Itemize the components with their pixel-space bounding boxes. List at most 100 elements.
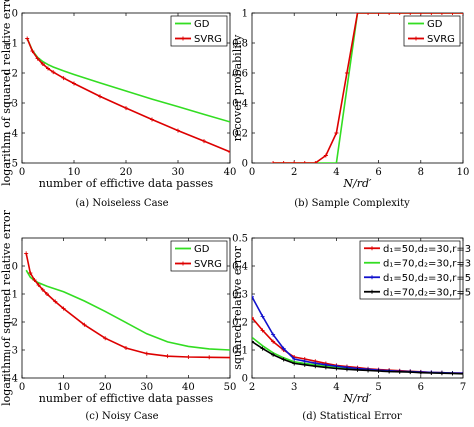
- series-point-1: [61, 306, 66, 311]
- series-point-1: [32, 278, 37, 282]
- y-tick-label: −5: [3, 159, 18, 170]
- x-tick-label: 7: [460, 382, 466, 393]
- series-point-3: [450, 371, 455, 376]
- x-tick-label: 20: [120, 167, 133, 178]
- legend-label-1: SVRG: [194, 34, 222, 45]
- series-point-1: [186, 355, 191, 359]
- caption-c: (c) Noisy Case: [85, 411, 159, 422]
- series-point-3: [334, 366, 339, 371]
- series-point-1: [28, 271, 33, 275]
- legend: GD SVRG: [403, 15, 461, 47]
- series-point-1: [40, 287, 45, 292]
- legend-label-0: GD: [427, 19, 443, 30]
- x-tick-label: 5: [375, 382, 381, 393]
- chart-panel-2: 0 10 20 30 40 50 0 −1 −2 −3 −4 number of effictive …: [0, 209, 236, 405]
- series-point-3: [313, 364, 318, 369]
- y-tick-label: 0.8: [232, 39, 248, 50]
- x-tick-label: 10: [57, 382, 70, 393]
- plot-frame: [21, 237, 231, 379]
- series-point-1: [36, 283, 41, 288]
- series-point-1: [30, 49, 35, 54]
- series-point-1: [46, 66, 50, 71]
- series-point-3: [252, 339, 254, 344]
- series-point-1: [397, 13, 402, 15]
- x-tick-label: 10: [68, 167, 81, 178]
- legend-label-3: d₁=70,d₂=30,r=5: [383, 287, 471, 298]
- legend-box: [170, 15, 228, 47]
- series-point-1: [408, 13, 413, 15]
- x-axis-label: number of effictive data passes: [39, 392, 214, 405]
- series-line-0: [25, 269, 230, 351]
- series-point-1: [461, 13, 463, 15]
- legend-label-1: SVRG: [194, 259, 222, 270]
- y-tick-label: −2: [3, 318, 18, 329]
- series-point-1: [418, 13, 423, 15]
- series-point-2: [252, 294, 254, 299]
- series-point-3: [302, 362, 307, 367]
- series-point-3: [387, 369, 392, 374]
- series-point-3: [260, 346, 265, 351]
- legend: d₁=50,d₂=30,r=3 d₁=70,d₂=30,r=3 d₁=50,d₂=3…: [359, 240, 471, 300]
- series-point-3: [439, 371, 444, 376]
- y-tick-label: 0.2: [232, 129, 248, 140]
- series-point-3: [323, 365, 328, 370]
- series-point-1: [40, 62, 45, 66]
- series-point-3: [344, 367, 349, 372]
- legend: GD SVRG: [170, 240, 228, 272]
- y-tick-label: −4: [3, 374, 18, 385]
- x-tick-label: 3: [291, 382, 297, 393]
- plot-frame: [251, 237, 464, 379]
- series-point-1: [61, 76, 66, 81]
- series-point-2: [302, 359, 307, 364]
- y-axis-label: recover probability: [231, 34, 244, 142]
- series-point-1: [334, 131, 339, 135]
- x-tick-label: 6: [375, 167, 381, 178]
- x-tick-label: 8: [418, 167, 424, 178]
- legend-label-1: d₁=70,d₂=30,r=3: [383, 258, 471, 269]
- series-line-0: [26, 38, 230, 123]
- caption-d: (d) Statistical Error: [302, 411, 402, 422]
- series-point-1: [25, 36, 30, 41]
- series-line-1: [26, 38, 230, 153]
- series-point-1: [150, 117, 154, 122]
- y-axis-label: squared relative error: [231, 245, 244, 369]
- y-tick-label: −3: [3, 99, 18, 110]
- series-point-1: [366, 13, 371, 15]
- x-tick-label: 4: [333, 167, 339, 178]
- caption-a: (a) Noiseless Case: [75, 198, 169, 209]
- series-point-1: [124, 106, 128, 111]
- series-point-1: [53, 299, 58, 304]
- legend-box: [170, 240, 228, 272]
- series-point-1: [165, 354, 170, 359]
- series-point-3: [418, 370, 423, 375]
- series-point-1: [439, 13, 444, 15]
- y-tick-label: 0.1: [232, 346, 248, 357]
- legend: GD SVRG: [170, 15, 228, 47]
- series-point-1: [82, 322, 87, 327]
- series-point-1: [24, 251, 29, 256]
- series-point-1: [72, 81, 76, 86]
- series-point-1: [176, 128, 180, 133]
- series-point-1: [207, 355, 212, 360]
- y-tick-label: −1: [3, 290, 18, 301]
- series-point-3: [429, 370, 434, 375]
- series-point-1: [292, 161, 297, 163]
- chart-panel-1: 0 2 4 6 8 10 0 0.2 0.4 0.6 0.8 1 N/rd′ recover probab…: [231, 9, 469, 191]
- series-point-3: [461, 371, 463, 376]
- chart-panel-3: 2 3 4 5 6 7 0 0.1 0.2 0.3 0.4 0.5 N/rd′ squared relat…: [231, 234, 471, 406]
- x-tick-label: 10: [457, 167, 470, 178]
- series-point-1: [44, 292, 49, 296]
- series-point-3: [397, 369, 402, 374]
- series-point-1: [313, 161, 318, 163]
- series-point-3: [271, 352, 276, 357]
- legend-box: [403, 15, 461, 47]
- y-tick-label: −3: [3, 346, 18, 357]
- series-point-3: [355, 367, 360, 372]
- series-point-3: [376, 369, 381, 373]
- series-point-1: [228, 149, 230, 154]
- y-axis-label: logarithm of squared relative error: [0, 209, 13, 405]
- series-point-0: [271, 339, 276, 344]
- series-line-2: [252, 296, 463, 374]
- y-tick-label: 0: [12, 9, 18, 20]
